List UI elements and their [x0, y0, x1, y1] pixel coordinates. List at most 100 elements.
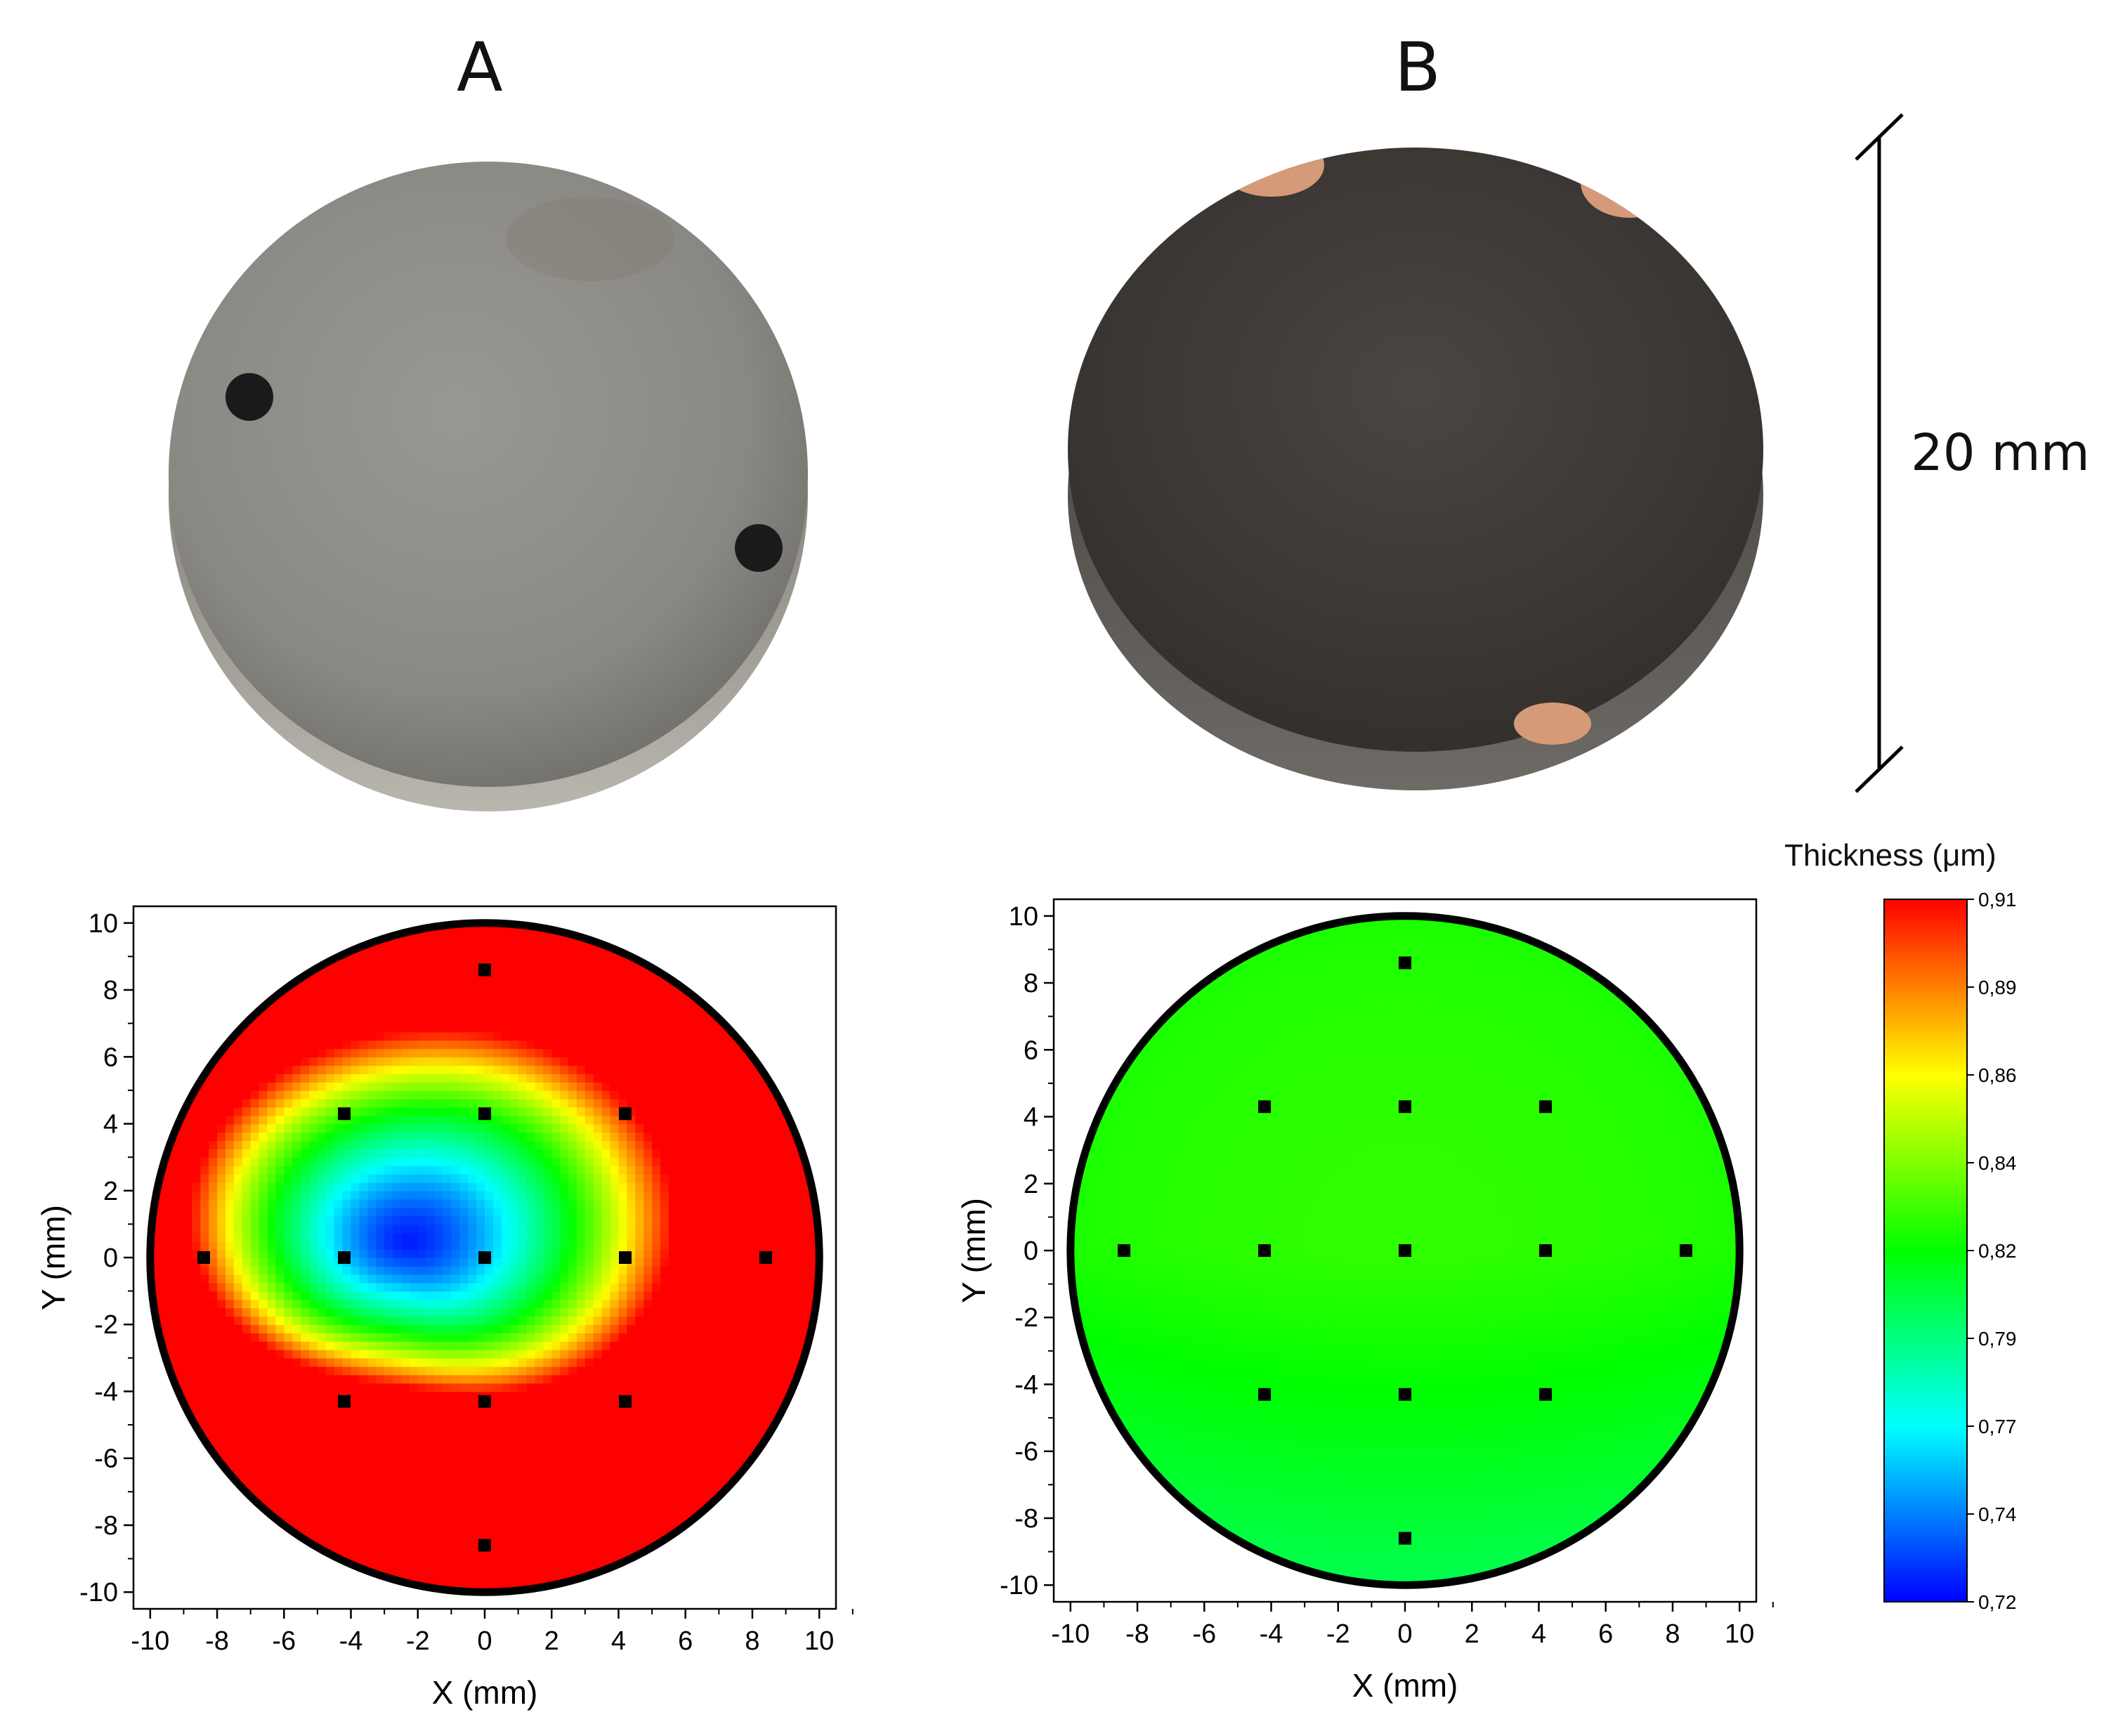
- heatmap-cell: [618, 1140, 628, 1150]
- heatmap-cell: [693, 1525, 703, 1534]
- heatmap-cell: [275, 1241, 285, 1250]
- heatmap-cell: [476, 1149, 485, 1158]
- heatmap-cell: [593, 948, 603, 958]
- heatmap-cell: [367, 1307, 377, 1317]
- heatmap-cell: [301, 1449, 310, 1459]
- heatmap-cell: [409, 1182, 419, 1192]
- heatmap-cell: [325, 1341, 335, 1350]
- heatmap-cell: [342, 1492, 352, 1501]
- heatmap-cell: [367, 1458, 377, 1468]
- heatmap-cell: [727, 1425, 736, 1434]
- heatmap-cell: [501, 998, 511, 1007]
- heatmap-cell: [736, 1349, 745, 1359]
- heatmap-cell: [727, 1333, 736, 1342]
- heatmap-cell: [610, 1541, 620, 1551]
- heatmap-cell: [719, 1199, 728, 1208]
- heatmap-cell: [317, 1425, 327, 1434]
- heatmap-cell: [501, 1023, 511, 1033]
- heatmap-cell: [660, 1065, 669, 1074]
- heatmap-cell: [259, 1274, 268, 1284]
- heatmap-cell: [535, 1316, 544, 1326]
- heatmap-cell: [685, 1190, 695, 1200]
- heatmap-cell: [584, 1132, 594, 1142]
- heatmap-cell: [468, 1107, 477, 1116]
- heatmap-cell: [535, 1031, 544, 1041]
- heatmap-cell: [409, 998, 419, 1007]
- heatmap-cell: [200, 1115, 209, 1125]
- heatmap-cell: [292, 1349, 301, 1359]
- heatmap-cell: [744, 1399, 753, 1409]
- heatmap-cell: [409, 1031, 419, 1041]
- heatmap-cell: [468, 1182, 477, 1192]
- heatmap-cell: [685, 1374, 695, 1384]
- heatmap-cell: [267, 1425, 277, 1434]
- heatmap-cell: [384, 939, 393, 949]
- heatmap-cell: [250, 1416, 260, 1425]
- heatmap-cell: [166, 1333, 176, 1342]
- heatmap-cell: [685, 1291, 695, 1300]
- heatmap-cell: [426, 1316, 436, 1326]
- heatmap-cell: [451, 1575, 461, 1585]
- heatmap-cell: [434, 1140, 444, 1150]
- heatmap-cell: [719, 1006, 728, 1016]
- heatmap-cell: [685, 1341, 695, 1350]
- heatmap-cell: [443, 1475, 452, 1484]
- heatmap-cell: [685, 1006, 695, 1016]
- heatmap-cell: [367, 1492, 377, 1501]
- heatmap-cell: [443, 990, 452, 999]
- heatmap-cell: [668, 1023, 678, 1033]
- heatmap-cell: [660, 1366, 669, 1376]
- heatmap-cell: [292, 1316, 301, 1326]
- heatmap-cell: [518, 1575, 528, 1585]
- heatmap-cell: [576, 1441, 586, 1451]
- heatmap-cell: [627, 1541, 636, 1551]
- heatmap-cell: [267, 1316, 277, 1326]
- heatmap-cell: [526, 1258, 536, 1267]
- heatmap-cell: [584, 1182, 594, 1192]
- heatmap-cell: [225, 1140, 235, 1150]
- heatmap-cell: [284, 1399, 293, 1409]
- heatmap-cell: [551, 1483, 561, 1493]
- heatmap-cell: [417, 1558, 427, 1568]
- heatmap-cell: [492, 1399, 502, 1409]
- heatmap-cell: [693, 1366, 703, 1376]
- heatmap-cell: [334, 1349, 344, 1359]
- heatmap-cell: [367, 1466, 377, 1476]
- heatmap-cell: [443, 1057, 452, 1066]
- heatmap-cell: [166, 1291, 176, 1300]
- heatmap-cell: [501, 1241, 511, 1250]
- heatmap-cell: [301, 1040, 310, 1050]
- heatmap-cell: [610, 1449, 620, 1459]
- heatmap-cell: [275, 1115, 285, 1125]
- heatmap-cell: [367, 1408, 377, 1417]
- heatmap-cell: [685, 1391, 695, 1401]
- heatmap-cell: [451, 956, 461, 966]
- heatmap-cell: [409, 1057, 419, 1066]
- heatmap-cell: [526, 1441, 536, 1451]
- heatmap-cell: [601, 1449, 611, 1459]
- heatmap-cell: [209, 1333, 218, 1342]
- heatmap-cell: [217, 1232, 226, 1241]
- heatmap-cell: [400, 1065, 410, 1074]
- heatmap-cell: [677, 1433, 686, 1442]
- heatmap-cell: [501, 1098, 511, 1108]
- heatmap-cell: [284, 1500, 293, 1509]
- heatmap-cell: [652, 998, 661, 1007]
- heatmap-cell: [668, 1157, 678, 1166]
- heatmap-cell: [685, 1316, 695, 1326]
- heatmap-cell: [593, 1173, 603, 1183]
- heatmap-cell: [543, 1140, 553, 1150]
- heatmap-cell: [618, 981, 628, 991]
- heatmap-cell: [434, 1265, 444, 1275]
- heatmap-cell: [627, 1466, 636, 1476]
- heatmap-cell: [309, 998, 318, 1007]
- heatmap-cell: [736, 1433, 745, 1442]
- heatmap-cell: [351, 1199, 360, 1208]
- heatmap-cell: [560, 1274, 569, 1284]
- heatmap-cell: [501, 1057, 511, 1066]
- heatmap-cell: [601, 1140, 611, 1150]
- heatmap-cell: [301, 1249, 310, 1258]
- heatmap-cell: [409, 1215, 419, 1225]
- heatmap-cell: [710, 1249, 720, 1258]
- heatmap-cell: [593, 1383, 603, 1392]
